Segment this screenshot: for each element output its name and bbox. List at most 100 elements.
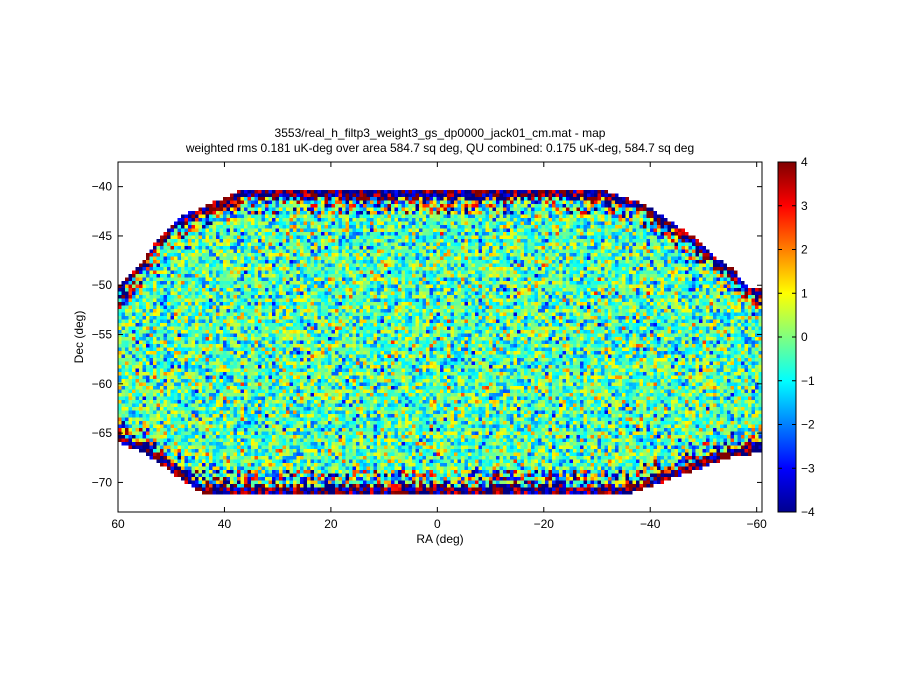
heatmap-cell bbox=[286, 375, 290, 379]
heatmap-cell bbox=[177, 449, 181, 453]
heatmap-cell bbox=[335, 442, 339, 446]
heatmap-cell bbox=[223, 200, 227, 204]
heatmap-cell bbox=[321, 330, 325, 334]
heatmap-cell bbox=[177, 445, 181, 449]
heatmap-cell bbox=[230, 200, 234, 204]
heatmap-cell bbox=[135, 386, 139, 390]
heatmap-cell bbox=[191, 330, 195, 334]
heatmap-cell bbox=[202, 473, 206, 477]
heatmap-cell bbox=[258, 305, 262, 309]
heatmap-cell bbox=[254, 263, 258, 267]
heatmap-cell bbox=[247, 197, 251, 201]
heatmap-cell bbox=[293, 214, 297, 218]
heatmap-cell bbox=[303, 214, 307, 218]
heatmap-cell bbox=[279, 372, 283, 376]
heatmap-cell bbox=[191, 302, 195, 306]
heatmap-cell bbox=[188, 267, 192, 271]
heatmap-cell bbox=[240, 281, 244, 285]
heatmap-cell bbox=[216, 319, 220, 323]
heatmap-cell bbox=[135, 316, 139, 320]
heatmap-cell bbox=[300, 316, 304, 320]
heatmap-cell bbox=[219, 330, 223, 334]
heatmap-cell bbox=[128, 400, 132, 404]
heatmap-cell bbox=[296, 228, 300, 232]
heatmap-cell bbox=[317, 410, 321, 414]
heatmap-cell bbox=[321, 431, 325, 435]
heatmap-cell bbox=[181, 435, 185, 439]
heatmap-cell bbox=[233, 400, 237, 404]
heatmap-cell bbox=[118, 386, 122, 390]
heatmap-cell bbox=[303, 449, 307, 453]
heatmap-cell bbox=[244, 235, 248, 239]
heatmap-cell bbox=[212, 337, 216, 341]
heatmap-cell bbox=[230, 221, 234, 225]
heatmap-cell bbox=[328, 260, 332, 264]
heatmap-cell bbox=[146, 267, 150, 271]
heatmap-cell bbox=[202, 305, 206, 309]
heatmap-cell bbox=[177, 473, 181, 477]
heatmap-cell bbox=[184, 270, 188, 274]
heatmap-cell bbox=[307, 470, 311, 474]
heatmap-cell bbox=[198, 466, 202, 470]
heatmap-cell bbox=[174, 463, 178, 467]
heatmap-cell bbox=[314, 431, 318, 435]
heatmap-cell bbox=[226, 337, 230, 341]
heatmap-cell bbox=[188, 326, 192, 330]
heatmap-cell bbox=[289, 480, 293, 484]
heatmap-cell bbox=[139, 389, 143, 393]
heatmap-cell bbox=[177, 365, 181, 369]
heatmap-cell bbox=[258, 459, 262, 463]
heatmap-cell bbox=[135, 281, 139, 285]
heatmap-cell bbox=[300, 382, 304, 386]
heatmap-cell bbox=[303, 295, 307, 299]
heatmap-cell bbox=[247, 428, 251, 432]
heatmap-cell bbox=[230, 256, 234, 260]
heatmap-cell bbox=[216, 470, 220, 474]
heatmap-cell bbox=[202, 211, 206, 215]
heatmap-cell bbox=[233, 358, 237, 362]
heatmap-cell bbox=[240, 407, 244, 411]
heatmap-cell bbox=[293, 323, 297, 327]
heatmap-cell bbox=[146, 372, 150, 376]
heatmap-cell bbox=[307, 239, 311, 243]
heatmap-cell bbox=[184, 333, 188, 337]
heatmap-cell bbox=[244, 263, 248, 267]
heatmap-cell bbox=[321, 309, 325, 313]
heatmap-cell bbox=[121, 375, 125, 379]
heatmap-cell bbox=[289, 442, 293, 446]
heatmap-cell bbox=[191, 386, 195, 390]
heatmap-cell bbox=[314, 435, 318, 439]
heatmap-cell bbox=[247, 242, 251, 246]
heatmap-cell bbox=[181, 393, 185, 397]
heatmap-cell bbox=[328, 487, 332, 491]
heatmap-cell bbox=[223, 197, 227, 201]
heatmap-cell bbox=[209, 463, 213, 467]
heatmap-cell bbox=[265, 228, 269, 232]
heatmap-cell bbox=[135, 442, 139, 446]
heatmap-cell bbox=[223, 204, 227, 208]
heatmap-cell bbox=[286, 480, 290, 484]
heatmap-cell bbox=[268, 375, 272, 379]
heatmap-cell bbox=[226, 316, 230, 320]
heatmap-cell bbox=[268, 211, 272, 215]
heatmap-cell bbox=[251, 267, 255, 271]
heatmap-cell bbox=[149, 368, 153, 372]
heatmap-cell bbox=[230, 312, 234, 316]
heatmap-cell bbox=[282, 295, 286, 299]
heatmap-cell bbox=[338, 260, 342, 264]
heatmap-cell bbox=[293, 326, 297, 330]
heatmap-cell bbox=[258, 368, 262, 372]
heatmap-cell bbox=[226, 417, 230, 421]
heatmap-cell bbox=[160, 239, 164, 243]
heatmap-cell bbox=[240, 449, 244, 453]
heatmap-cell bbox=[324, 372, 328, 376]
heatmap-cell bbox=[167, 407, 171, 411]
heatmap-cell bbox=[205, 431, 209, 435]
heatmap-cell bbox=[205, 340, 209, 344]
heatmap-cell bbox=[272, 354, 276, 358]
heatmap-cell bbox=[247, 228, 251, 232]
heatmap-cell bbox=[268, 466, 272, 470]
heatmap-cell bbox=[331, 410, 335, 414]
heatmap-cell bbox=[191, 470, 195, 474]
heatmap-cell bbox=[303, 267, 307, 271]
